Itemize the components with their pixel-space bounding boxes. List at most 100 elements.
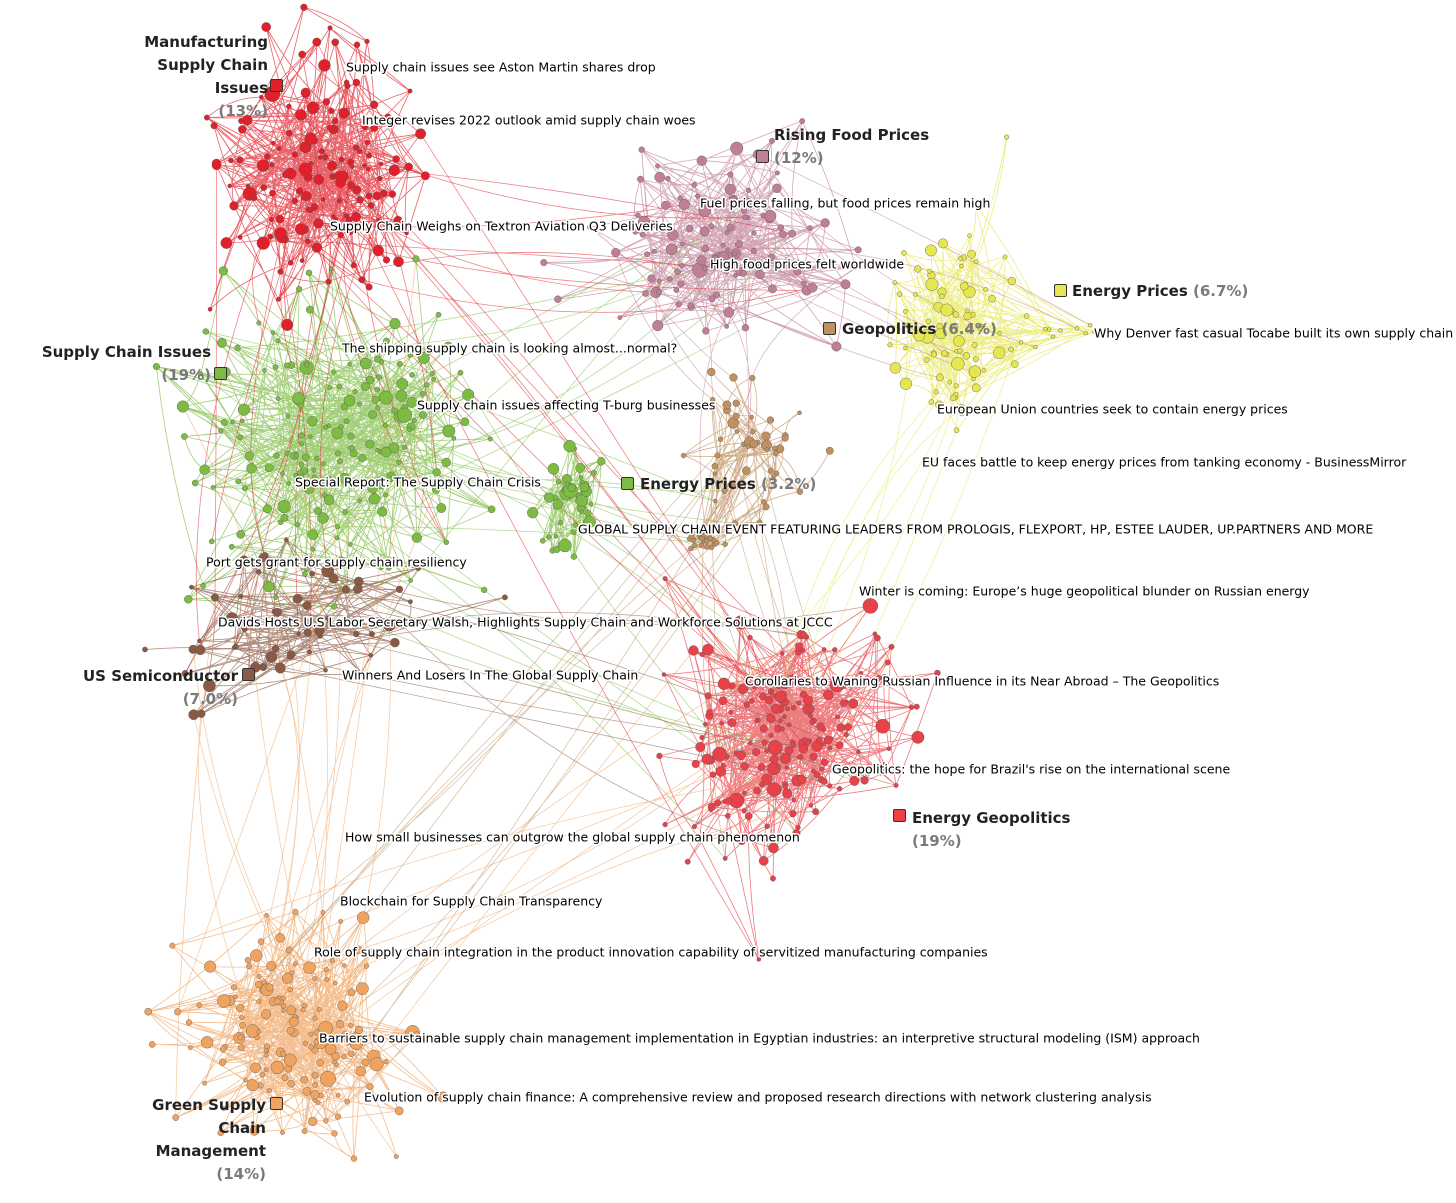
node — [774, 691, 786, 703]
node — [567, 483, 576, 493]
node — [349, 449, 358, 458]
cluster-swatch — [214, 367, 227, 380]
node — [795, 824, 801, 831]
node — [797, 410, 802, 415]
node — [777, 674, 783, 680]
node — [788, 229, 797, 238]
node — [949, 394, 957, 402]
node — [316, 1058, 324, 1067]
inter-cluster-edges — [278, 150, 813, 313]
node — [639, 231, 646, 238]
node — [199, 464, 210, 475]
node — [237, 235, 243, 240]
node — [708, 223, 715, 230]
node — [312, 1015, 318, 1021]
node — [351, 211, 362, 222]
node — [314, 625, 325, 636]
node — [710, 397, 716, 403]
node — [338, 919, 344, 924]
node — [352, 144, 360, 151]
node — [337, 1000, 348, 1011]
node — [255, 980, 263, 989]
node — [342, 963, 347, 968]
node — [366, 152, 373, 159]
node — [356, 982, 369, 995]
node — [904, 322, 911, 329]
node — [345, 216, 353, 224]
node — [1004, 134, 1010, 140]
node — [261, 979, 267, 985]
node — [264, 153, 271, 160]
node — [789, 810, 797, 818]
node — [809, 719, 816, 725]
node — [722, 400, 732, 410]
node — [1043, 326, 1048, 332]
node — [265, 983, 274, 992]
node — [451, 435, 457, 441]
node — [283, 362, 290, 369]
node — [953, 427, 960, 434]
node — [487, 505, 496, 514]
node — [313, 507, 322, 515]
node — [816, 722, 825, 731]
node — [266, 1088, 272, 1094]
node — [756, 957, 761, 962]
node — [298, 162, 313, 177]
node — [198, 371, 204, 376]
node — [588, 502, 594, 507]
node — [286, 481, 292, 486]
node — [432, 468, 441, 477]
node — [368, 652, 374, 658]
article-label: Geopolitics: the hope for Brazil's rise … — [832, 762, 1230, 777]
node — [334, 524, 340, 530]
node — [703, 721, 708, 727]
cluster-share: (3.2%) — [761, 475, 817, 493]
node — [767, 253, 776, 262]
node — [930, 351, 937, 358]
node — [674, 268, 681, 276]
node — [383, 1059, 389, 1065]
node — [238, 117, 245, 124]
cluster-share: (7.0%) — [182, 690, 238, 708]
node — [311, 474, 317, 480]
cluster-name: Supply Chain Issues — [41, 343, 211, 361]
node — [959, 263, 964, 269]
node — [343, 395, 356, 407]
node — [805, 740, 811, 746]
node — [597, 457, 606, 466]
node — [704, 544, 710, 550]
node — [721, 487, 728, 494]
node — [305, 305, 314, 314]
node — [923, 357, 930, 363]
node — [273, 997, 281, 1005]
inter-cluster-edges — [692, 371, 842, 859]
cluster-swatch — [1054, 284, 1067, 297]
article-label: Supply chain issues affecting T-burg bus… — [417, 398, 715, 413]
node — [741, 808, 747, 814]
node — [152, 363, 160, 371]
node — [347, 988, 356, 997]
node — [310, 203, 319, 212]
node — [724, 324, 729, 329]
node — [684, 858, 691, 865]
node — [323, 494, 335, 506]
node — [320, 910, 326, 915]
node — [229, 201, 239, 211]
node — [302, 571, 308, 577]
node — [371, 395, 380, 404]
node — [666, 276, 673, 282]
node — [291, 197, 298, 204]
node — [394, 1106, 404, 1116]
node — [174, 1008, 182, 1016]
node — [740, 269, 747, 277]
node — [692, 542, 698, 549]
node — [388, 190, 397, 198]
node — [318, 59, 331, 72]
node — [219, 1058, 227, 1066]
node — [665, 175, 671, 182]
node — [777, 224, 785, 231]
node — [417, 351, 430, 364]
node — [1033, 344, 1038, 350]
node — [772, 445, 778, 452]
node — [799, 631, 808, 640]
